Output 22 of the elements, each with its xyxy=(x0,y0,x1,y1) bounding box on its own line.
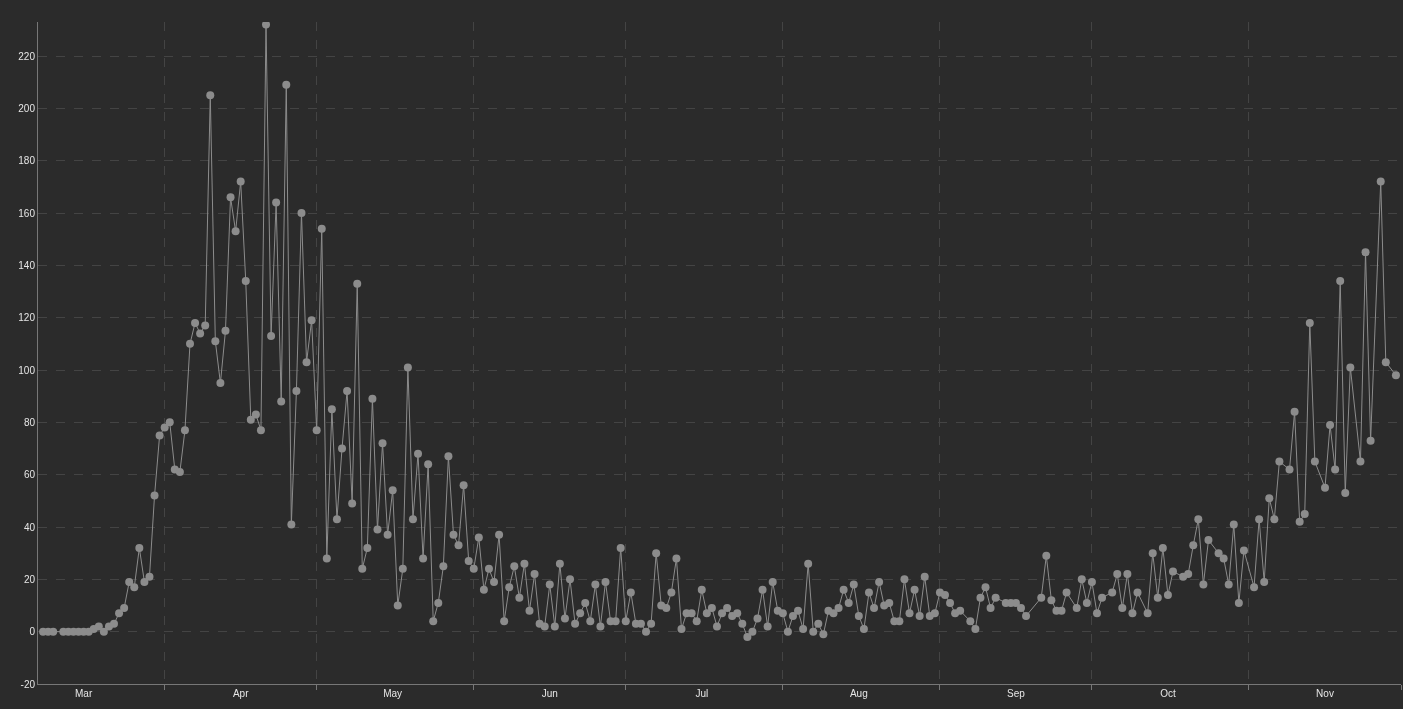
x-tick-label: Jun xyxy=(541,688,558,699)
x-tick-label: Jul xyxy=(695,688,709,699)
x-tick-label: May xyxy=(383,688,403,699)
x-tick-label: Nov xyxy=(1316,688,1334,699)
y-tick-label: 180 xyxy=(18,155,36,167)
y-tick-label: 20 xyxy=(23,573,36,585)
y-tick-label: 0 xyxy=(29,626,36,638)
x-tick-label: Mar xyxy=(74,688,93,699)
y-tick-label: 100 xyxy=(18,364,36,376)
y-tick-label: 60 xyxy=(23,469,36,481)
x-tick-label: Apr xyxy=(232,688,250,699)
y-tick-label: 200 xyxy=(18,102,36,114)
y-tick-label: 40 xyxy=(23,521,36,533)
x-tick-label: Oct xyxy=(1160,688,1176,699)
x-tick-label: Aug xyxy=(849,688,868,699)
y-tick-label: 220 xyxy=(18,50,36,62)
y-tick-label: 140 xyxy=(18,259,36,271)
y-tick-label: 80 xyxy=(23,416,36,428)
x-tick-label: Sep xyxy=(1007,688,1026,699)
y-tick-label: -20 xyxy=(20,678,36,690)
y-tick-label: 160 xyxy=(18,207,36,219)
y-tick-label: 120 xyxy=(18,312,36,324)
